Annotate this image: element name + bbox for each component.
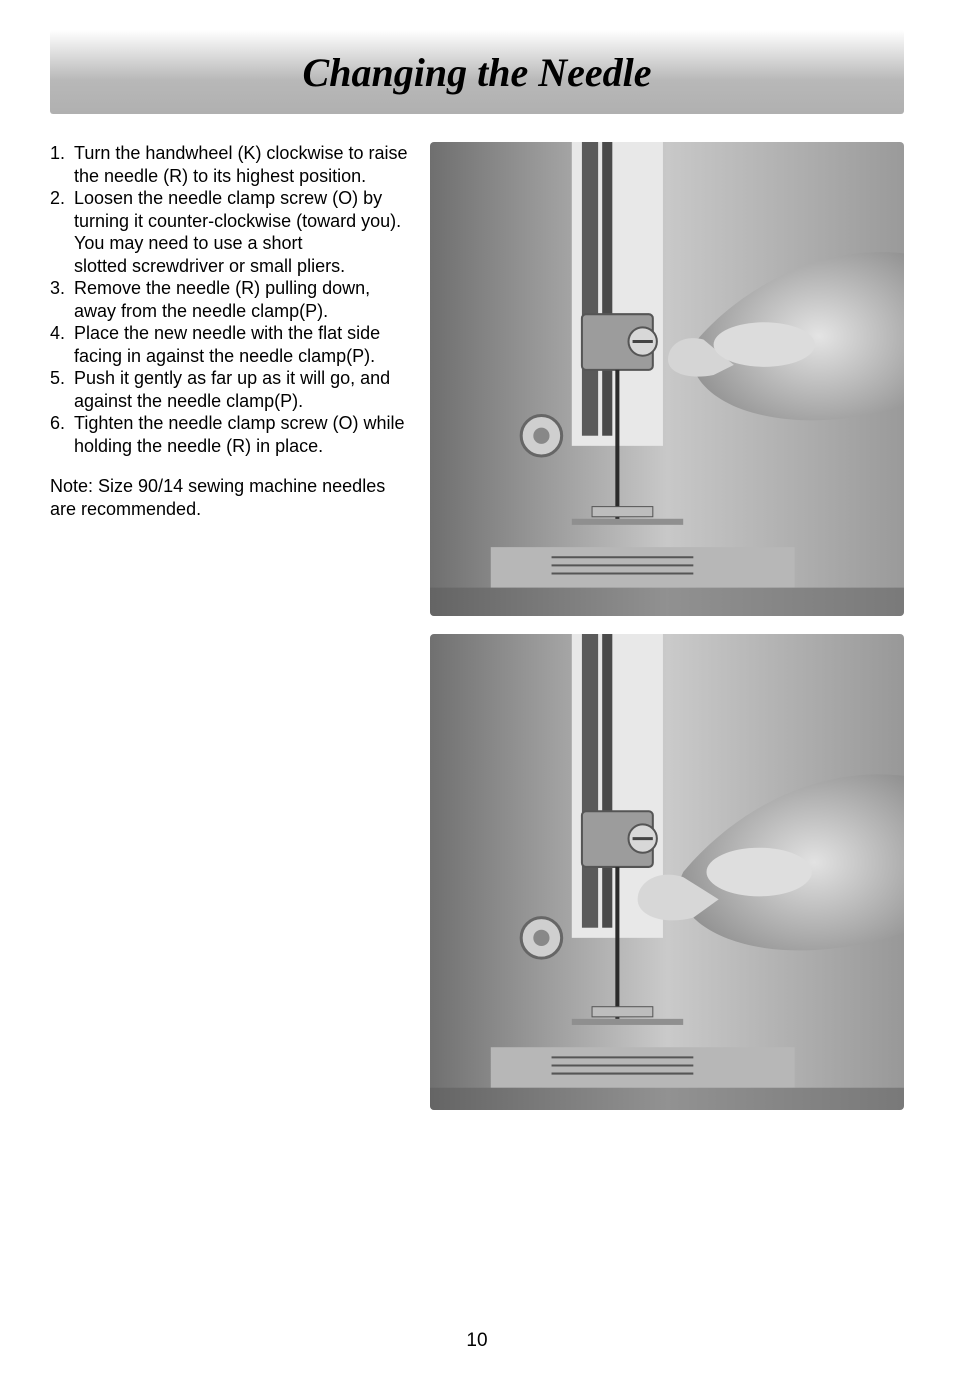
list-item: 6. Tighten the needle clamp screw (O) wh… bbox=[50, 412, 410, 457]
steps-list: 1. Turn the handwheel (K) clockwise to r… bbox=[50, 142, 410, 457]
step-text: Turn the handwheel (K) clockwise to rais… bbox=[74, 142, 410, 187]
instructions-column: 1. Turn the handwheel (K) clockwise to r… bbox=[50, 142, 410, 1110]
photo-bottom bbox=[430, 634, 904, 1110]
page-number: 10 bbox=[0, 1330, 954, 1352]
images-column bbox=[430, 142, 904, 1110]
list-item: 4. Place the new needle with the flat si… bbox=[50, 322, 410, 367]
page: Changing the Needle 1. Turn the handwhee… bbox=[0, 0, 954, 1388]
step-number: 2. bbox=[50, 187, 74, 277]
list-item: 2. Loosen the needle clamp screw (O) by … bbox=[50, 187, 410, 277]
step-text: Loosen the needle clamp screw (O) by tur… bbox=[74, 187, 410, 277]
step-text: Place the new needle with the flat side … bbox=[74, 322, 410, 367]
step-number: 4. bbox=[50, 322, 74, 367]
sewing-machine-photo-icon bbox=[430, 142, 904, 616]
sewing-machine-photo-icon bbox=[430, 634, 904, 1110]
list-item: 3. Remove the needle (R) pulling down, a… bbox=[50, 277, 410, 322]
step-number: 6. bbox=[50, 412, 74, 457]
step-text: Remove the needle (R) pulling down, away… bbox=[74, 277, 410, 322]
photo-top bbox=[430, 142, 904, 616]
note-text: Note: Size 90/14 sewing machine needles … bbox=[50, 475, 410, 520]
step-number: 1. bbox=[50, 142, 74, 187]
content-row: 1. Turn the handwheel (K) clockwise to r… bbox=[50, 142, 904, 1110]
step-number: 3. bbox=[50, 277, 74, 322]
step-text: Tighten the needle clamp screw (O) while… bbox=[74, 412, 410, 457]
step-text: Push it gently as far up as it will go, … bbox=[74, 367, 410, 412]
list-item: 5. Push it gently as far up as it will g… bbox=[50, 367, 410, 412]
page-title: Changing the Needle bbox=[303, 49, 652, 96]
title-banner: Changing the Needle bbox=[50, 30, 904, 114]
list-item: 1. Turn the handwheel (K) clockwise to r… bbox=[50, 142, 410, 187]
step-number: 5. bbox=[50, 367, 74, 412]
